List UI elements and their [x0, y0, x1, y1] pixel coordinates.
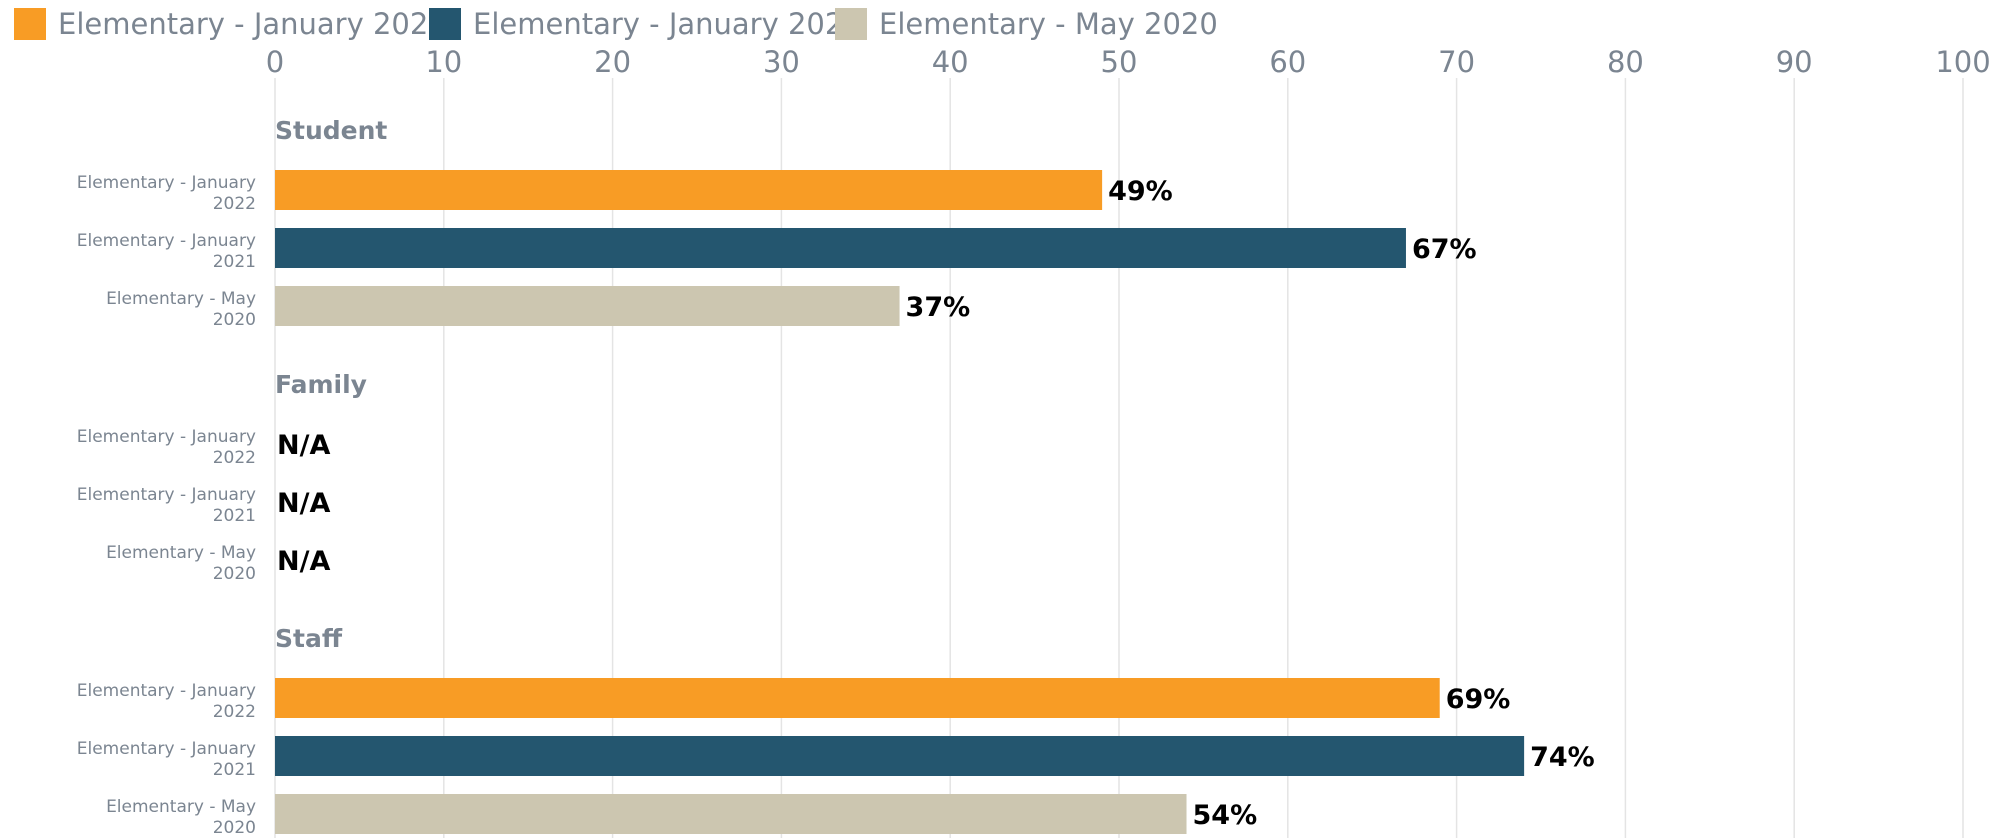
x-tick-label-0: 0 [266, 45, 284, 79]
x-tick-label-70: 70 [1438, 45, 1475, 79]
bar-staff-1 [275, 678, 1440, 718]
category-label-family-2: Elementary - January 2021 [77, 485, 256, 526]
category-label-student-3: Elementary - May 2020 [106, 289, 256, 330]
x-tick-label-30: 30 [763, 45, 800, 79]
x-tick-label-100: 100 [1935, 45, 1990, 79]
bar-student-1 [275, 170, 1103, 210]
x-tick-label-90: 90 [1776, 45, 1813, 79]
bar-groups: Student Elementary - January 2022 49% Elemen… [77, 116, 1595, 838]
category-label-staff-1: Elementary - January 2022 [77, 681, 256, 722]
category-label-family-1: Elementary - January 2022 [77, 427, 256, 468]
group-label-family: Family [275, 370, 367, 399]
bar-family-3-value-label: N/A [277, 546, 330, 577]
legend: Elementary - January 2022 Elementary - Ja… [14, 7, 1218, 41]
x-tick-label-10: 10 [425, 45, 462, 79]
x-tick-label-50: 50 [1101, 45, 1138, 79]
bar-family-1-value-label: N/A [277, 430, 330, 461]
bar-student-1-value-label: 49% [1108, 176, 1173, 207]
legend-label-1: Elementary - January 2022 [58, 7, 447, 41]
x-tick-label-60: 60 [1269, 45, 1306, 79]
legend-label-2: Elementary - January 2021 [473, 7, 862, 41]
group-student: Student Elementary - January 2022 49% Elemen… [77, 116, 1477, 330]
legend-swatch-1 [14, 8, 46, 40]
category-label-student-2: Elementary - January 2021 [77, 231, 256, 272]
x-axis-ticks: 0 10 20 30 40 50 60 70 80 90 100 [266, 45, 1991, 79]
bar-staff-2 [275, 736, 1525, 776]
bar-staff-2-value-label: 74% [1530, 742, 1595, 773]
category-label-staff-3: Elementary - May 2020 [106, 797, 256, 838]
x-tick-label-40: 40 [932, 45, 969, 79]
bar-staff-1-value-label: 69% [1446, 684, 1511, 715]
group-label-staff: Staff [275, 624, 343, 653]
bar-staff-3-value-label: 54% [1193, 800, 1258, 831]
bar-family-2-value-label: N/A [277, 488, 330, 519]
bar-student-3 [275, 286, 900, 326]
group-staff: Staff Elementary - January 2022 69% Elementa… [77, 624, 1595, 838]
category-label-staff-2: Elementary - January 2021 [77, 739, 256, 780]
category-label-student-1: Elementary - January 2022 [77, 173, 256, 214]
bar-student-2-value-label: 67% [1412, 234, 1477, 265]
x-tick-label-20: 20 [594, 45, 631, 79]
group-family: Family Elementary - January 2022 N/A Element… [77, 370, 367, 584]
legend-swatch-2 [429, 8, 461, 40]
legend-swatch-3 [835, 8, 867, 40]
category-label-family-3: Elementary - May 2020 [106, 543, 256, 584]
bar-student-2 [275, 228, 1406, 268]
bar-staff-3 [275, 794, 1187, 834]
x-tick-label-80: 80 [1607, 45, 1644, 79]
legend-label-3: Elementary - May 2020 [879, 7, 1218, 41]
group-label-student: Student [275, 116, 387, 145]
bar-student-3-value-label: 37% [906, 292, 971, 323]
